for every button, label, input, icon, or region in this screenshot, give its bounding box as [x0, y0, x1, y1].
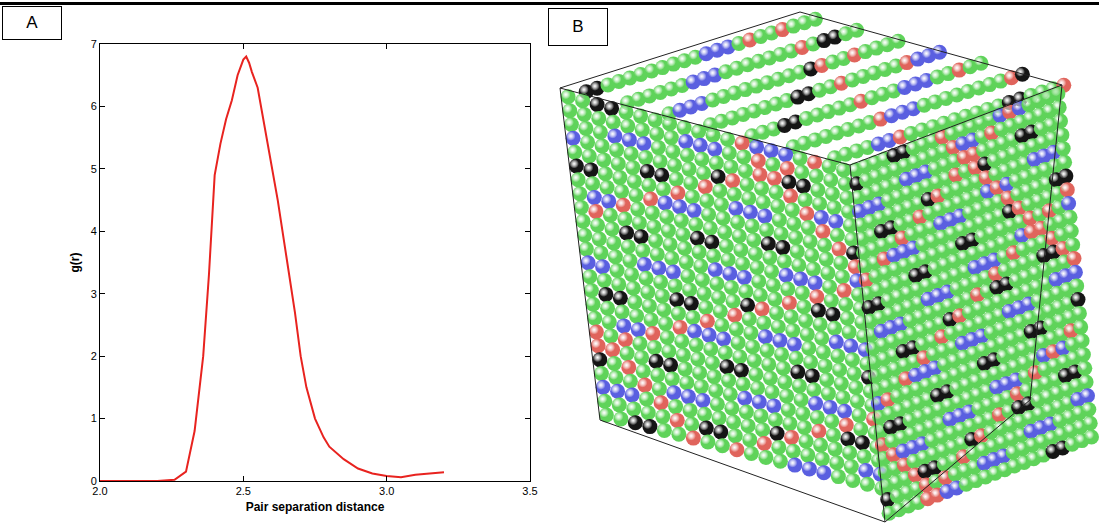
- svg-text:2.0: 2.0: [92, 485, 107, 497]
- html-text:A: A: [26, 13, 38, 32]
- svg-text:6: 6: [91, 100, 97, 112]
- svg-text:Pair separation distance: Pair separation distance: [246, 500, 385, 514]
- svg-text:0: 0: [91, 475, 97, 487]
- svg-text:3: 3: [91, 288, 97, 300]
- svg-text:3.5: 3.5: [522, 485, 537, 497]
- svg-text:3.0: 3.0: [379, 485, 394, 497]
- svg-text:7: 7: [91, 38, 97, 50]
- svg-text:5: 5: [91, 163, 97, 175]
- svg-text:2: 2: [91, 350, 97, 362]
- svg-text:4: 4: [91, 225, 97, 237]
- html-text:B: B: [572, 17, 584, 36]
- svg-text:1: 1: [91, 412, 97, 424]
- svg-text:g(r): g(r): [68, 253, 82, 273]
- svg-text:2.5: 2.5: [236, 485, 251, 497]
